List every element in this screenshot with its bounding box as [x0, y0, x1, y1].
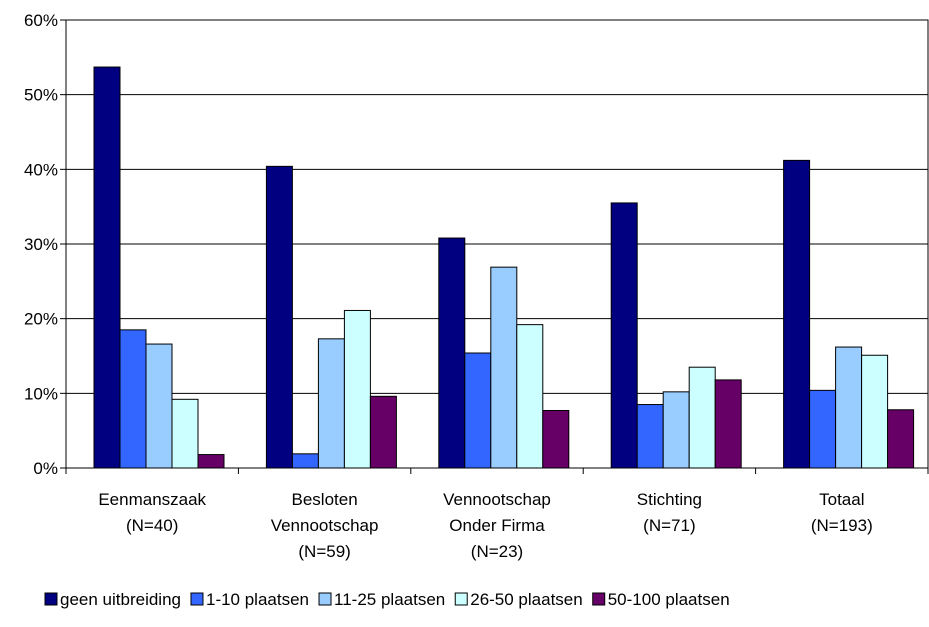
bar-1-10-plaatsen-vennootschap [464, 352, 492, 469]
y-tick-label: 50% [24, 86, 58, 105]
bar-11-25-plaatsen-vennootschap [490, 266, 518, 469]
y-tick-label: 30% [24, 235, 58, 254]
bar-50-100-plaatsen-eenmanszaak [197, 454, 225, 469]
x-tick-label: (N=59) [298, 542, 350, 561]
bar-26-50-plaatsen-totaal [861, 354, 889, 469]
axes [60, 19, 929, 474]
y-tick-label: 40% [24, 160, 58, 179]
bar-26-50-plaatsen-besloten [343, 309, 371, 469]
legend-item-26-50-plaatsen: 26-50 plaatsen [454, 590, 583, 609]
bar-50-100-plaatsen-totaal [887, 409, 915, 469]
legend: geen uitbreiding 1-10 plaatsen 11-25 plaat… [44, 590, 730, 609]
bar-26-50-plaatsen-vennootschap [516, 324, 544, 469]
x-tick-label: (N=23) [471, 542, 523, 561]
bar-1-10-plaatsen-eenmanszaak [119, 329, 147, 469]
x-tick-label: Onder Firma [449, 516, 545, 535]
legend-item-11-25-plaatsen: 11-25 plaatsen [318, 590, 445, 609]
plot-area-border [65, 19, 929, 469]
bar-50-100-plaatsen-besloten [369, 395, 397, 469]
x-tick-label: Vennootschap [271, 516, 379, 535]
bar-11-25-plaatsen-stichting [662, 391, 690, 469]
bar-26-50-plaatsen-stichting [688, 366, 716, 469]
bar-1-10-plaatsen-stichting [636, 404, 664, 469]
legend-item-50-100-plaatsen: 50-100 plaatsen [592, 590, 730, 609]
legend-label: 26-50 plaatsen [470, 590, 582, 609]
legend-swatch [592, 592, 606, 606]
bar-11-25-plaatsen-eenmanszaak [145, 343, 173, 469]
bar-1-10-plaatsen-totaal [809, 389, 837, 469]
legend-swatch [190, 592, 204, 606]
y-tick-label: 20% [24, 310, 58, 329]
bar-geen-uitbreiding-vennootschap [438, 237, 466, 469]
x-tick-label: (N=71) [643, 516, 695, 535]
legend-label: 1-10 plaatsen [206, 590, 309, 609]
bar-11-25-plaatsen-totaal [835, 346, 863, 469]
y-tick-labels: 0% 10% 20% 30% 40% 50% 60% [24, 11, 58, 478]
y-tick-label: 0% [33, 459, 58, 478]
x-tick-label: Totaal [819, 490, 864, 509]
x-tick-labels: Eenmanszaak (N=40) Besloten Vennootschap (N=… [98, 490, 872, 561]
legend-swatch [318, 592, 332, 606]
legend-swatch [454, 592, 468, 606]
legend-swatch [44, 592, 58, 606]
x-tick-label: (N=193) [811, 516, 873, 535]
y-tick-label: 10% [24, 384, 58, 403]
bar-50-100-plaatsen-stichting [714, 379, 742, 469]
x-tick-label: Besloten [292, 490, 358, 509]
bar-geen-uitbreiding-eenmanszaak [93, 66, 121, 469]
bar-50-100-plaatsen-vennootschap [542, 410, 570, 469]
legend-item-1-10-plaatsen: 1-10 plaatsen [190, 590, 309, 609]
x-tick-label: Stichting [637, 490, 702, 509]
bar-geen-uitbreiding-stichting [610, 202, 638, 469]
bars [93, 66, 915, 469]
y-tick-label: 60% [24, 11, 58, 30]
legend-label: geen uitbreiding [60, 590, 181, 609]
legend-label: 11-25 plaatsen [334, 590, 445, 609]
legend-item-geen-uitbreiding: geen uitbreiding [44, 590, 181, 609]
bar-11-25-plaatsen-besloten [317, 338, 345, 469]
x-tick-label: (N=40) [126, 516, 178, 535]
bar-1-10-plaatsen-besloten [291, 453, 319, 469]
bar-26-50-plaatsen-eenmanszaak [171, 398, 199, 469]
bar-geen-uitbreiding-besloten [265, 165, 293, 469]
x-tick-label: Eenmanszaak [98, 490, 206, 509]
x-tick-label: Vennootschap [443, 490, 551, 509]
bar-geen-uitbreiding-totaal [783, 159, 811, 469]
legend-label: 50-100 plaatsen [608, 590, 730, 609]
